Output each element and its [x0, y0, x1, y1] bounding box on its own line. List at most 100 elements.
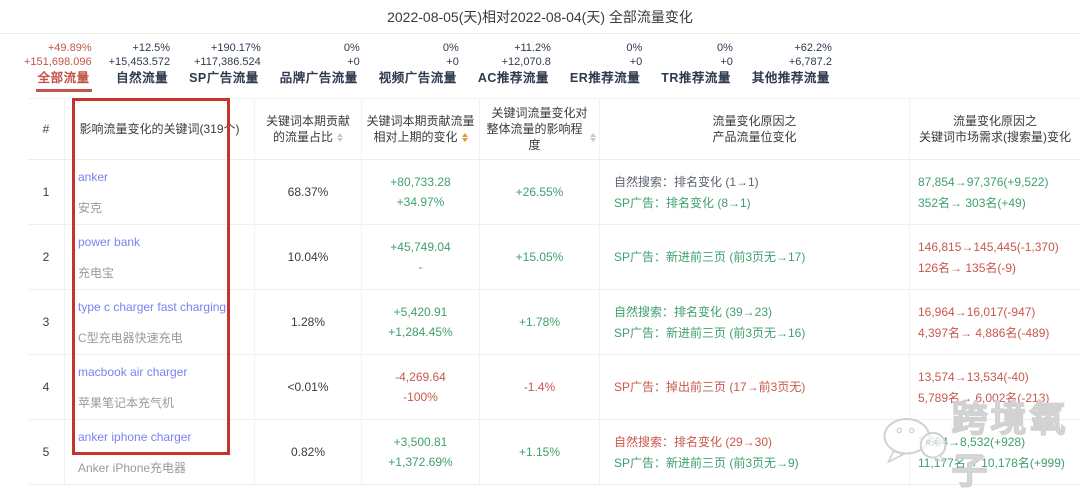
traffic-change-line: - — [418, 260, 423, 274]
placement-reason-line: SP广告：新进前三页 (前3页无→9) — [614, 455, 799, 470]
traffic-tab-4[interactable]: 0% +0 品牌广告流量 — [278, 41, 360, 92]
cell-impact: +26.55% — [480, 160, 600, 224]
tab-change-percent: 0% — [626, 42, 643, 54]
page-title: 2022-08-05(天)相对2022-08-04(天) 全部流量变化 — [0, 0, 1080, 34]
column-header-5[interactable]: 关键词流量变化对 整体流量的影响程度 — [480, 99, 600, 159]
cell-traffic-share: 10.04% — [255, 225, 362, 289]
placement-reason-line: SP广告：掉出前三页 (17→前3页无) — [614, 380, 806, 394]
keyword-link[interactable]: anker — [78, 169, 109, 184]
cell-traffic-change: +80,733.28 +34.97% — [362, 160, 480, 224]
tab-change-percent: +11.2% — [514, 42, 551, 54]
tab-change-value: +0 — [720, 56, 733, 68]
sort-caret-icon[interactable] — [590, 132, 596, 142]
column-header-2: 影响流量变化的关键词(319个) — [65, 99, 255, 159]
traffic-tab-7[interactable]: 0% +0 ER推荐流量 — [568, 41, 642, 92]
column-header-3[interactable]: 关键词本期贡献 的流量占比 — [255, 99, 362, 159]
cell-impact: -1.4% — [480, 355, 600, 419]
tab-label: SP广告流量 — [189, 71, 259, 85]
tab-change-value: +0 — [629, 56, 643, 68]
table-row: 3 type c charger fast charging C型充电器快速充电… — [28, 290, 1080, 355]
column-header-text: 产品流量位变化 — [712, 130, 797, 144]
market-demand-line: 7,604→8,532(+928) — [918, 434, 1026, 449]
placement-reason-line: 自然搜索：排名变化 (1→1) — [614, 174, 759, 189]
keyword-link[interactable]: macbook air charger — [78, 364, 188, 379]
cell-placement-change-reason: SP广告：掉出前三页 (17→前3页无) — [600, 355, 910, 419]
cell-traffic-change: +3,500.81 +1,372.69% — [362, 420, 480, 484]
cell-traffic-change: +45,749.04 - — [362, 225, 480, 289]
cell-keyword: anker 安克 — [65, 160, 255, 224]
tab-change-percent: 0% — [442, 42, 459, 54]
cell-market-demand-change: 13,574→13,534(-40) 5,789名→ 6,002名(-213) — [910, 355, 1080, 419]
cell-placement-change-reason: 自然搜索：排名变化 (29→30) SP广告：新进前三页 (前3页无→9) — [600, 420, 910, 484]
column-header-text: 关键词本期贡献流量 — [366, 114, 475, 128]
column-header-text: # — [42, 122, 50, 136]
table-row: 2 power bank 充电宝 10.04% +45,749.04 - +15.… — [28, 225, 1080, 290]
cell-market-demand-change: 87,854→97,376(+9,522) 352名→ 303名(+49) — [910, 160, 1080, 224]
cell-impact: +1.78% — [480, 290, 600, 354]
tab-change-percent: +12.5% — [132, 42, 171, 54]
sort-caret-icon[interactable] — [461, 132, 468, 142]
cell-traffic-change: -4,269.64 -100% — [362, 355, 480, 419]
cell-placement-change-reason: 自然搜索：排名变化 (39→23) SP广告：新进前三页 (前3页无→16) — [600, 290, 910, 354]
traffic-change-line: -100% — [403, 390, 438, 404]
cell-market-demand-change: 7,604→8,532(+928) 11,177名→ 10,178名(+999) — [910, 420, 1080, 484]
column-header-text: 整体流量的影响程度 — [486, 122, 583, 152]
keyword-translation: 充电宝 — [78, 265, 115, 280]
tab-change-value: +6,787.2 — [788, 56, 832, 68]
impact-value: +26.55% — [515, 185, 564, 199]
placement-reason-line: 自然搜索：排名变化 (29→30) — [614, 434, 773, 449]
cell-traffic-share: 0.82% — [255, 420, 362, 484]
table-row: 5 anker iphone charger Anker iPhone充电器 0… — [28, 420, 1080, 485]
traffic-tab-3[interactable]: +190.17% +117,386.524 SP广告流量 — [187, 41, 261, 92]
market-demand-line: 11,177名→ 10,178名(+999) — [918, 455, 1065, 470]
market-demand-line: 146,815→145,445(-1,370) — [918, 239, 1059, 254]
placement-reason-line: SP广告：新进前三页 (前3页无→16) — [614, 325, 806, 340]
column-header-text: 关键词本期贡献 — [265, 114, 350, 128]
traffic-tab-2[interactable]: +12.5% +15,453.572 自然流量 — [109, 41, 170, 92]
placement-reason-line: 自然搜索：排名变化 (39→23) — [614, 304, 773, 319]
traffic-change-line: +80,733.28 — [390, 175, 451, 189]
traffic-tab-9[interactable]: +62.2% +6,787.2 其他推荐流量 — [750, 41, 832, 92]
market-demand-line: 5,789名→ 6,002名(-213) — [918, 390, 1050, 405]
cell-index: 3 — [28, 290, 65, 354]
cell-impact: +1.15% — [480, 420, 600, 484]
cell-traffic-share: <0.01% — [255, 355, 362, 419]
tab-label: 品牌广告流量 — [279, 71, 358, 85]
tab-change-value: +0 — [347, 56, 360, 68]
traffic-tab-5[interactable]: 0% +0 视频广告流量 — [377, 41, 459, 92]
market-demand-line: 13,574→13,534(-40) — [918, 369, 1029, 384]
traffic-change-line: +34.97% — [396, 195, 445, 209]
sort-caret-icon[interactable] — [337, 132, 343, 142]
table-body: 1 anker 安克 68.37% +80,733.28 +34.97% +26.… — [28, 160, 1080, 485]
tab-change-value: +0 — [446, 56, 459, 68]
cell-keyword: power bank 充电宝 — [65, 225, 255, 289]
keyword-link[interactable]: power bank — [78, 234, 141, 249]
column-header-text: 流量变化原因之 — [712, 114, 797, 128]
keyword-traffic-table: # 影响流量变化的关键词(319个) 关键词本期贡献 的流量占比 关键词本期贡献流量 相对… — [28, 98, 1080, 485]
column-header-text: 关键词市场需求(搜索量)变化 — [919, 130, 1071, 144]
column-header-1: # — [28, 99, 65, 159]
tab-change-value: +15,453.572 — [108, 56, 171, 68]
tab-label: 全部流量 — [35, 71, 92, 92]
traffic-tab-1[interactable]: +49.89% +151,698.096 全部流量 — [24, 41, 92, 92]
cell-index: 1 — [28, 160, 65, 224]
traffic-tab-6[interactable]: +11.2% +12,070.8 AC推荐流量 — [476, 41, 551, 92]
tab-change-value: +151,698.096 — [24, 56, 92, 68]
column-header-4[interactable]: 关键词本期贡献流量 相对上期的变化 — [362, 99, 480, 159]
traffic-change-line: +1,284.45% — [388, 325, 453, 339]
traffic-change-line: +45,749.04 — [390, 240, 451, 254]
impact-value: +1.78% — [518, 315, 561, 329]
traffic-change-line: +3,500.81 — [393, 435, 448, 449]
table-header-row: # 影响流量变化的关键词(319个) 关键词本期贡献 的流量占比 关键词本期贡献流量 相对… — [28, 98, 1080, 160]
keyword-translation: Anker iPhone充电器 — [78, 460, 187, 475]
keyword-link[interactable]: anker iphone charger — [78, 429, 192, 444]
cell-index: 2 — [28, 225, 65, 289]
traffic-tab-8[interactable]: 0% +0 TR推荐流量 — [659, 41, 733, 92]
cell-traffic-share: 68.37% — [255, 160, 362, 224]
tab-label: 视频广告流量 — [378, 71, 457, 85]
cell-keyword: macbook air charger 苹果笔记本充气机 — [65, 355, 255, 419]
keyword-translation: 安克 — [78, 200, 103, 215]
keyword-link[interactable]: type c charger fast charging — [78, 299, 227, 314]
tab-change-value: +12,070.8 — [501, 56, 551, 68]
cell-impact: +15.05% — [480, 225, 600, 289]
